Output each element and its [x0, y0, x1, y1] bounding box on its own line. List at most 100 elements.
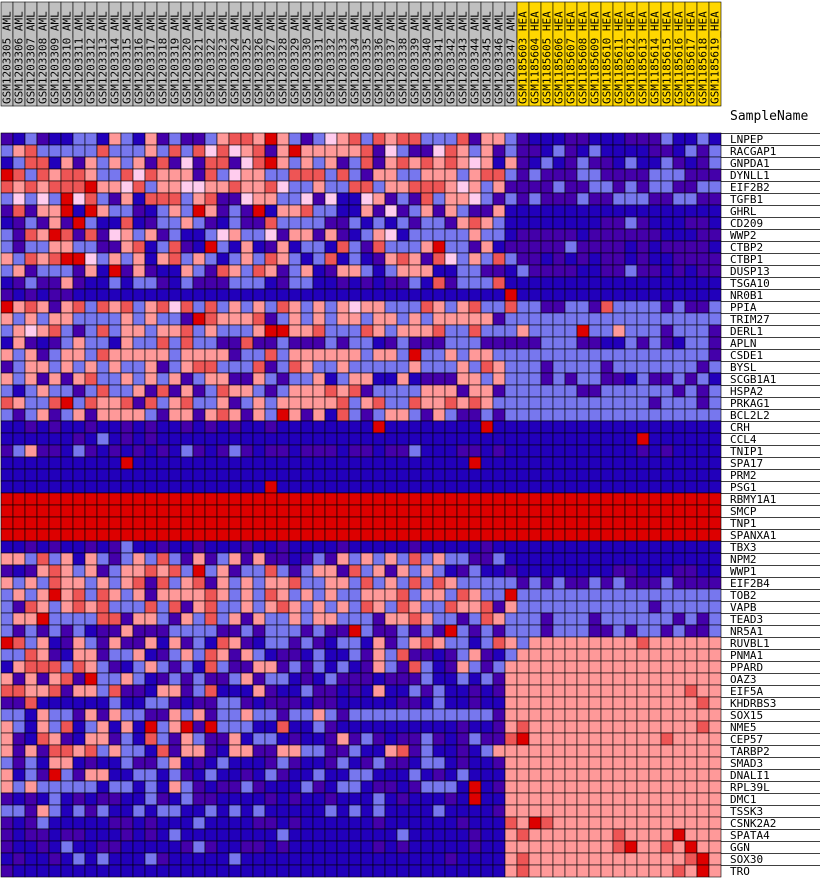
row-label: APLN — [730, 337, 757, 350]
heatmap-cell — [444, 408, 458, 422]
heatmap-cell — [600, 216, 614, 230]
heatmap-cell — [516, 720, 530, 734]
heatmap-cell — [36, 180, 50, 194]
heatmap-cell — [204, 852, 218, 866]
heatmap-cell — [684, 180, 698, 194]
heatmap-cell — [228, 336, 242, 350]
heatmap-cell — [0, 168, 14, 182]
heatmap-cell — [360, 144, 374, 158]
heatmap-cell — [252, 660, 266, 674]
heatmap-cell — [84, 288, 98, 302]
heatmap-cell — [348, 180, 362, 194]
heatmap-cell — [516, 192, 530, 206]
heatmap-cell — [108, 756, 122, 770]
heatmap-cell — [384, 732, 398, 746]
heatmap-cell — [360, 384, 374, 398]
heatmap-cell — [396, 456, 410, 470]
column-label: GSM1185617_HEA — [685, 11, 698, 104]
heatmap-cell — [312, 420, 326, 434]
heatmap-cell — [612, 372, 626, 386]
heatmap-cell — [564, 576, 578, 590]
heatmap-cell — [672, 336, 686, 350]
heatmap-cell — [576, 324, 590, 338]
heatmap-cell — [84, 432, 98, 446]
heatmap-cell — [432, 468, 446, 482]
heatmap-cell — [240, 300, 254, 314]
heatmap-cell — [432, 528, 446, 542]
heatmap-cell — [696, 576, 710, 590]
heatmap-cell — [600, 588, 614, 602]
heatmap-cell — [204, 720, 218, 734]
heatmap-cell — [456, 180, 470, 194]
heatmap-cell — [192, 384, 206, 398]
heatmap-cell — [456, 492, 470, 506]
heatmap-cell — [600, 828, 614, 842]
heatmap-cell — [456, 564, 470, 578]
heatmap-cell — [672, 828, 686, 842]
heatmap-cell — [396, 252, 410, 266]
heatmap-cell — [276, 312, 290, 326]
heatmap-cell — [600, 324, 614, 338]
heatmap-cell — [276, 564, 290, 578]
heatmap-cell — [204, 840, 218, 854]
heatmap-cell — [24, 684, 38, 698]
heatmap-cell — [432, 576, 446, 590]
heatmap-cell — [444, 564, 458, 578]
heatmap-cell — [504, 168, 518, 182]
heatmap-cell — [300, 840, 314, 854]
heatmap-cell — [216, 588, 230, 602]
heatmap-cell — [204, 252, 218, 266]
heatmap-cell — [516, 456, 530, 470]
row-label: SCGB1A1 — [730, 373, 776, 386]
heatmap-cell — [276, 744, 290, 758]
heatmap-cell — [696, 624, 710, 638]
heatmap-cell — [456, 300, 470, 314]
heatmap-cell — [168, 852, 182, 866]
heatmap-cell — [252, 852, 266, 866]
heatmap-cell — [360, 684, 374, 698]
heatmap-cell — [0, 300, 14, 314]
heatmap-cell — [300, 492, 314, 506]
heatmap-cell — [708, 300, 722, 314]
heatmap-cell — [192, 540, 206, 554]
heatmap-cell — [504, 468, 518, 482]
heatmap-cell — [240, 216, 254, 230]
heatmap-cell — [264, 744, 278, 758]
heatmap-cell — [216, 828, 230, 842]
heatmap-cell — [432, 480, 446, 494]
heatmap-cell — [540, 756, 554, 770]
heatmap-cell — [504, 384, 518, 398]
heatmap-cell — [132, 420, 146, 434]
heatmap-cell — [432, 240, 446, 254]
heatmap-cell — [348, 384, 362, 398]
heatmap-cell — [264, 240, 278, 254]
heatmap-cell — [612, 708, 626, 722]
heatmap-cell — [540, 564, 554, 578]
heatmap-cell — [624, 276, 638, 290]
heatmap-cell — [180, 456, 194, 470]
heatmap-cell — [480, 564, 494, 578]
heatmap-cell — [84, 300, 98, 314]
heatmap-cell — [300, 372, 314, 386]
heatmap-cell — [660, 624, 674, 638]
heatmap-cell — [492, 564, 506, 578]
heatmap-cell — [708, 708, 722, 722]
heatmap-cell — [372, 216, 386, 230]
heatmap-cell — [300, 588, 314, 602]
heatmap-cell — [516, 288, 530, 302]
heatmap-cell — [360, 792, 374, 806]
heatmap-cell — [24, 600, 38, 614]
heatmap-cell — [372, 264, 386, 278]
heatmap-cell — [648, 504, 662, 518]
heatmap-cell — [252, 396, 266, 410]
heatmap-cell — [348, 528, 362, 542]
heatmap-cell — [120, 504, 134, 518]
row-label: LNPEP — [730, 133, 763, 146]
heatmap-cell — [420, 840, 434, 854]
heatmap-cell — [624, 852, 638, 866]
heatmap-cell — [288, 264, 302, 278]
heatmap-cell — [60, 672, 74, 686]
heatmap-cell — [624, 864, 638, 878]
heatmap-cell — [120, 444, 134, 458]
heatmap-cell — [612, 408, 626, 422]
